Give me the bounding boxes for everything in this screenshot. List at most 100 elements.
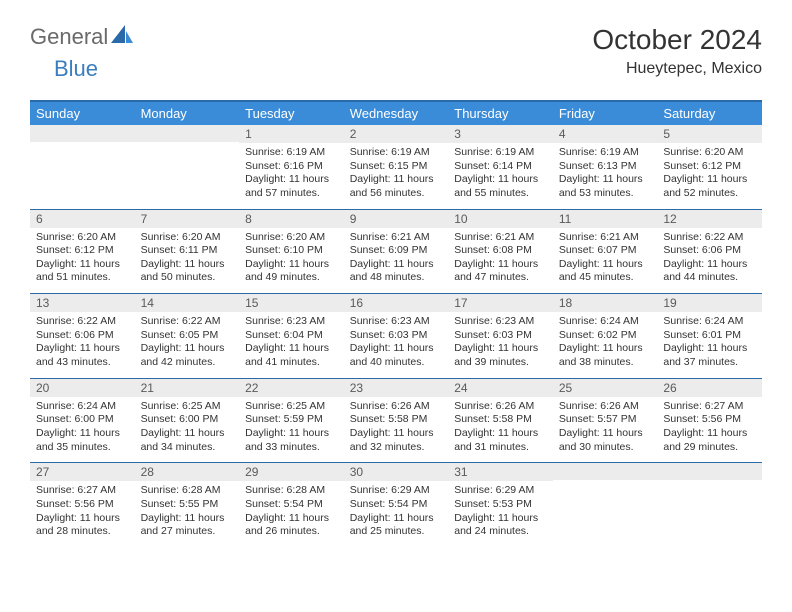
calendar-day-cell: 31Sunrise: 6:29 AMSunset: 5:53 PMDayligh… — [448, 463, 553, 547]
day-number — [553, 463, 658, 480]
calendar-week: 27Sunrise: 6:27 AMSunset: 5:56 PMDayligh… — [30, 463, 762, 547]
sunset-text: Sunset: 5:55 PM — [141, 498, 234, 512]
day-details: Sunrise: 6:27 AMSunset: 5:56 PMDaylight:… — [30, 481, 135, 547]
sunset-text: Sunset: 5:54 PM — [350, 498, 443, 512]
day-details — [135, 142, 240, 202]
day-number — [657, 463, 762, 480]
day-details: Sunrise: 6:19 AMSunset: 6:16 PMDaylight:… — [239, 143, 344, 209]
day-number: 3 — [448, 125, 553, 143]
day-details: Sunrise: 6:26 AMSunset: 5:58 PMDaylight:… — [344, 397, 449, 463]
sunrise-text: Sunrise: 6:28 AM — [245, 484, 338, 498]
day-number: 2 — [344, 125, 449, 143]
day-details: Sunrise: 6:24 AMSunset: 6:01 PMDaylight:… — [657, 312, 762, 378]
sunset-text: Sunset: 5:58 PM — [350, 413, 443, 427]
day-number: 23 — [344, 379, 449, 397]
daylight-text: Daylight: 11 hours and 47 minutes. — [454, 258, 547, 285]
sunrise-text: Sunrise: 6:28 AM — [141, 484, 234, 498]
day-details: Sunrise: 6:26 AMSunset: 5:57 PMDaylight:… — [553, 397, 658, 463]
day-header: Wednesday — [344, 101, 449, 125]
day-header: Friday — [553, 101, 658, 125]
day-details: Sunrise: 6:22 AMSunset: 6:06 PMDaylight:… — [30, 312, 135, 378]
calendar-day-cell: 11Sunrise: 6:21 AMSunset: 6:07 PMDayligh… — [553, 209, 658, 294]
calendar-day-cell: 12Sunrise: 6:22 AMSunset: 6:06 PMDayligh… — [657, 209, 762, 294]
day-details: Sunrise: 6:25 AMSunset: 6:00 PMDaylight:… — [135, 397, 240, 463]
sunset-text: Sunset: 5:56 PM — [663, 413, 756, 427]
sunset-text: Sunset: 6:14 PM — [454, 160, 547, 174]
daylight-text: Daylight: 11 hours and 52 minutes. — [663, 173, 756, 200]
sunset-text: Sunset: 5:57 PM — [559, 413, 652, 427]
day-number: 27 — [30, 463, 135, 481]
calendar-day-cell: 20Sunrise: 6:24 AMSunset: 6:00 PMDayligh… — [30, 378, 135, 463]
day-details: Sunrise: 6:22 AMSunset: 6:06 PMDaylight:… — [657, 228, 762, 294]
calendar-table: Sunday Monday Tuesday Wednesday Thursday… — [30, 100, 762, 547]
calendar-day-cell — [135, 125, 240, 209]
sunset-text: Sunset: 6:08 PM — [454, 244, 547, 258]
sunrise-text: Sunrise: 6:20 AM — [36, 231, 129, 245]
sunset-text: Sunset: 6:16 PM — [245, 160, 338, 174]
calendar-day-cell: 9Sunrise: 6:21 AMSunset: 6:09 PMDaylight… — [344, 209, 449, 294]
daylight-text: Daylight: 11 hours and 37 minutes. — [663, 342, 756, 369]
day-number: 24 — [448, 379, 553, 397]
day-number: 20 — [30, 379, 135, 397]
day-details: Sunrise: 6:28 AMSunset: 5:55 PMDaylight:… — [135, 481, 240, 547]
sunrise-text: Sunrise: 6:21 AM — [454, 231, 547, 245]
day-header: Thursday — [448, 101, 553, 125]
sunrise-text: Sunrise: 6:23 AM — [245, 315, 338, 329]
daylight-text: Daylight: 11 hours and 26 minutes. — [245, 512, 338, 539]
daylight-text: Daylight: 11 hours and 24 minutes. — [454, 512, 547, 539]
day-number: 16 — [344, 294, 449, 312]
calendar-day-cell: 30Sunrise: 6:29 AMSunset: 5:54 PMDayligh… — [344, 463, 449, 547]
calendar-day-cell: 13Sunrise: 6:22 AMSunset: 6:06 PMDayligh… — [30, 294, 135, 379]
day-number: 9 — [344, 210, 449, 228]
day-details: Sunrise: 6:29 AMSunset: 5:53 PMDaylight:… — [448, 481, 553, 547]
calendar-day-cell — [30, 125, 135, 209]
sunrise-text: Sunrise: 6:21 AM — [350, 231, 443, 245]
day-number: 11 — [553, 210, 658, 228]
sunset-text: Sunset: 6:11 PM — [141, 244, 234, 258]
sunrise-text: Sunrise: 6:24 AM — [559, 315, 652, 329]
calendar-day-cell: 22Sunrise: 6:25 AMSunset: 5:59 PMDayligh… — [239, 378, 344, 463]
daylight-text: Daylight: 11 hours and 42 minutes. — [141, 342, 234, 369]
day-number: 14 — [135, 294, 240, 312]
calendar-week: 6Sunrise: 6:20 AMSunset: 6:12 PMDaylight… — [30, 209, 762, 294]
day-details: Sunrise: 6:28 AMSunset: 5:54 PMDaylight:… — [239, 481, 344, 547]
day-details: Sunrise: 6:27 AMSunset: 5:56 PMDaylight:… — [657, 397, 762, 463]
calendar-day-cell: 29Sunrise: 6:28 AMSunset: 5:54 PMDayligh… — [239, 463, 344, 547]
calendar-day-cell: 26Sunrise: 6:27 AMSunset: 5:56 PMDayligh… — [657, 378, 762, 463]
sunrise-text: Sunrise: 6:24 AM — [36, 400, 129, 414]
location: Hueytepec, Mexico — [592, 60, 762, 78]
day-details: Sunrise: 6:23 AMSunset: 6:03 PMDaylight:… — [344, 312, 449, 378]
daylight-text: Daylight: 11 hours and 56 minutes. — [350, 173, 443, 200]
day-details: Sunrise: 6:22 AMSunset: 6:05 PMDaylight:… — [135, 312, 240, 378]
sunset-text: Sunset: 6:15 PM — [350, 160, 443, 174]
daylight-text: Daylight: 11 hours and 50 minutes. — [141, 258, 234, 285]
sunrise-text: Sunrise: 6:23 AM — [350, 315, 443, 329]
daylight-text: Daylight: 11 hours and 33 minutes. — [245, 427, 338, 454]
sunrise-text: Sunrise: 6:19 AM — [559, 146, 652, 160]
daylight-text: Daylight: 11 hours and 43 minutes. — [36, 342, 129, 369]
sunset-text: Sunset: 5:58 PM — [454, 413, 547, 427]
calendar-day-cell: 3Sunrise: 6:19 AMSunset: 6:14 PMDaylight… — [448, 125, 553, 209]
daylight-text: Daylight: 11 hours and 44 minutes. — [663, 258, 756, 285]
daylight-text: Daylight: 11 hours and 27 minutes. — [141, 512, 234, 539]
day-details: Sunrise: 6:20 AMSunset: 6:12 PMDaylight:… — [657, 143, 762, 209]
calendar-day-cell: 1Sunrise: 6:19 AMSunset: 6:16 PMDaylight… — [239, 125, 344, 209]
calendar-week: 20Sunrise: 6:24 AMSunset: 6:00 PMDayligh… — [30, 378, 762, 463]
sunrise-text: Sunrise: 6:20 AM — [663, 146, 756, 160]
calendar-day-cell: 27Sunrise: 6:27 AMSunset: 5:56 PMDayligh… — [30, 463, 135, 547]
sunrise-text: Sunrise: 6:19 AM — [350, 146, 443, 160]
daylight-text: Daylight: 11 hours and 31 minutes. — [454, 427, 547, 454]
sunrise-text: Sunrise: 6:27 AM — [36, 484, 129, 498]
day-number: 31 — [448, 463, 553, 481]
day-number: 30 — [344, 463, 449, 481]
sunrise-text: Sunrise: 6:25 AM — [141, 400, 234, 414]
daylight-text: Daylight: 11 hours and 35 minutes. — [36, 427, 129, 454]
sunset-text: Sunset: 5:54 PM — [245, 498, 338, 512]
day-details: Sunrise: 6:23 AMSunset: 6:03 PMDaylight:… — [448, 312, 553, 378]
sunset-text: Sunset: 5:53 PM — [454, 498, 547, 512]
sunrise-text: Sunrise: 6:24 AM — [663, 315, 756, 329]
day-number: 28 — [135, 463, 240, 481]
sunset-text: Sunset: 6:13 PM — [559, 160, 652, 174]
calendar-day-cell: 2 Sunrise: 6:19 AMSunset: 6:15 PMDaylight… — [344, 125, 449, 209]
day-header: Tuesday — [239, 101, 344, 125]
